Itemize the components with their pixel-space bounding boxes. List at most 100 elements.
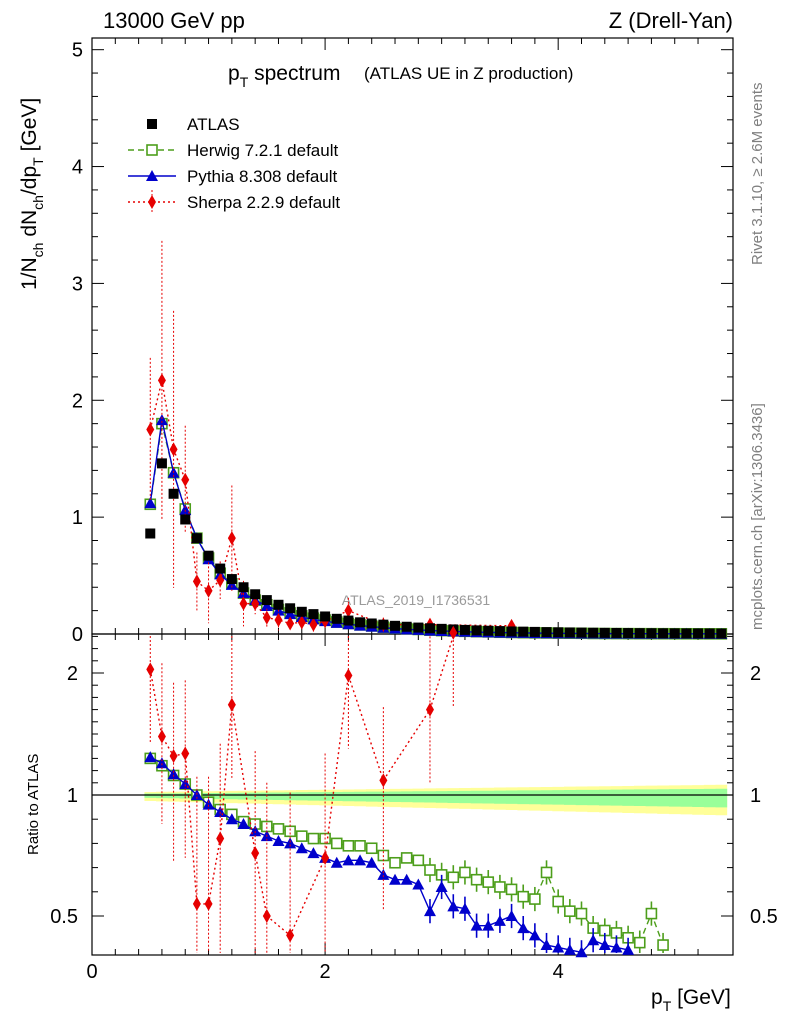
ylabel-part-5: T bbox=[30, 157, 46, 166]
main-point-atlas bbox=[611, 627, 622, 638]
analysis-watermark: ATLAS_2019_I1736531 bbox=[342, 592, 491, 608]
ylabel-part-6: [GeV] bbox=[18, 98, 41, 158]
ratio-point-herwig bbox=[342, 840, 355, 852]
plot-title: pT spectrum bbox=[228, 62, 340, 90]
header-right-label: Z (Drell-Yan) bbox=[609, 8, 733, 33]
ratio-point-pythia bbox=[552, 941, 565, 953]
ratio-point-sherpa bbox=[181, 746, 190, 761]
plot-title-p: p bbox=[228, 62, 240, 85]
ratio-point-herwig bbox=[272, 823, 285, 835]
ratio-point-sherpa bbox=[425, 702, 434, 717]
ratio-point-pythia bbox=[610, 941, 623, 953]
main-point-atlas bbox=[296, 606, 307, 617]
ratio-point-pythia bbox=[389, 873, 402, 885]
main-point-sherpa bbox=[227, 531, 236, 546]
ratio-point-sherpa bbox=[286, 928, 295, 943]
main-point-atlas bbox=[215, 563, 226, 574]
ratio-y-axis-label: Ratio to ATLAS bbox=[25, 754, 42, 855]
ylabel-part-1: ch bbox=[30, 243, 46, 258]
ratio-point-herwig bbox=[552, 895, 564, 908]
main-y-axis-label: 1/Nch dNch/dpT [GeV] bbox=[18, 98, 46, 290]
ratio-point-herwig bbox=[564, 905, 576, 917]
ratio-point-herwig bbox=[645, 907, 658, 920]
ratio-point-pythia bbox=[202, 798, 215, 810]
xlabel-sub: T bbox=[663, 998, 672, 1014]
main-y-tick-label: 5 bbox=[72, 40, 83, 62]
main-point-pythia bbox=[225, 578, 238, 590]
ratio-point-sherpa bbox=[227, 697, 236, 712]
main-point-pythia bbox=[284, 608, 297, 620]
plot-title-rest: spectrum bbox=[248, 62, 340, 85]
ratio-y-tick-label: 2 bbox=[67, 663, 78, 685]
ratio-point-herwig bbox=[529, 893, 541, 905]
main-point-sherpa bbox=[157, 373, 166, 388]
legend-label-sherpa: Sherpa 2.2.9 default bbox=[187, 193, 340, 212]
ratio-point-sherpa bbox=[321, 850, 330, 865]
ratio-point-herwig bbox=[307, 832, 320, 845]
ratio-point-pythia bbox=[342, 854, 355, 866]
main-point-atlas bbox=[669, 628, 680, 639]
main-y-tick-label: 1 bbox=[72, 507, 83, 529]
main-y-tick-label: 2 bbox=[72, 390, 83, 412]
legend: ATLAS Herwig 7.2.1 default Pythia 8.308 de… bbox=[128, 115, 340, 214]
ratio-point-herwig bbox=[482, 876, 495, 888]
ratio-point-pythia bbox=[482, 919, 495, 931]
main-point-atlas bbox=[646, 628, 657, 639]
x-tick-label: 2 bbox=[320, 961, 331, 983]
ratio-point-pythia bbox=[575, 946, 588, 958]
ratio-point-sherpa bbox=[251, 846, 260, 861]
main-point-pythia bbox=[237, 587, 250, 599]
main-point-sherpa bbox=[262, 610, 271, 625]
main-point-atlas bbox=[261, 595, 272, 606]
legend-label-atlas: ATLAS bbox=[187, 115, 240, 134]
ratio-point-herwig bbox=[505, 883, 518, 896]
ratio-point-herwig bbox=[365, 842, 378, 855]
main-point-pythia bbox=[260, 599, 273, 611]
main-point-atlas bbox=[541, 627, 552, 638]
main-point-atlas bbox=[424, 623, 435, 634]
main-point-sherpa bbox=[344, 603, 353, 618]
legend-marker-pythia bbox=[146, 170, 158, 181]
ratio-point-herwig bbox=[575, 907, 588, 920]
ratio-point-sherpa bbox=[146, 662, 155, 677]
ratio-point-herwig bbox=[447, 871, 460, 884]
ratio-line-pythia bbox=[149, 756, 629, 954]
x-tick-label: 0 bbox=[86, 961, 97, 983]
main-point-sherpa bbox=[169, 442, 178, 457]
main-point-atlas bbox=[471, 625, 482, 636]
ratio-point-pythia bbox=[587, 934, 600, 946]
ratio-point-sherpa bbox=[204, 896, 213, 911]
main-point-sherpa bbox=[192, 574, 201, 589]
ratio-point-pythia bbox=[598, 939, 611, 951]
ratio-point-pythia bbox=[237, 818, 250, 830]
main-point-atlas bbox=[343, 615, 354, 626]
main-point-sherpa bbox=[251, 596, 260, 611]
ratio-point-pythia bbox=[412, 878, 425, 890]
ratio-point-herwig bbox=[657, 939, 669, 951]
main-point-atlas bbox=[413, 622, 424, 633]
ratio-y-tick-label: 1 bbox=[67, 785, 78, 807]
ratio-point-pythia bbox=[214, 805, 227, 817]
main-point-atlas bbox=[226, 574, 237, 585]
main-point-atlas bbox=[145, 528, 156, 539]
main-point-atlas bbox=[308, 609, 319, 620]
main-y-tick-label: 3 bbox=[72, 273, 83, 295]
ratio-point-pythia bbox=[144, 751, 157, 763]
ratio-line-sherpa bbox=[149, 635, 454, 937]
main-y-tick-label: 4 bbox=[72, 157, 83, 179]
main-point-atlas bbox=[634, 628, 645, 639]
ratio-point-pythia bbox=[528, 929, 541, 941]
main-point-atlas bbox=[576, 627, 587, 638]
main-point-atlas bbox=[355, 617, 366, 628]
rivet-side-label: Rivet 3.1.10, ≥ 2.6M events bbox=[749, 83, 766, 266]
main-point-sherpa bbox=[297, 615, 306, 630]
ratio-point-pythia bbox=[540, 939, 553, 951]
main-point-atlas bbox=[494, 626, 505, 637]
main-point-atlas bbox=[168, 488, 179, 499]
ratio-point-pythia bbox=[167, 768, 180, 780]
ratio-point-herwig bbox=[540, 866, 553, 879]
main-point-atlas bbox=[716, 628, 727, 639]
main-point-sherpa bbox=[309, 617, 318, 632]
main-point-atlas bbox=[285, 603, 296, 614]
